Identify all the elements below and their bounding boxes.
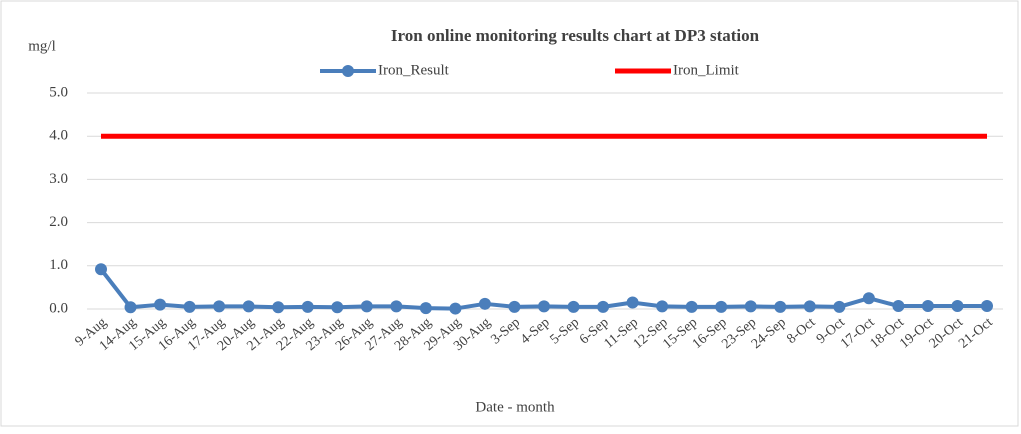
data-point <box>833 300 846 313</box>
data-point <box>478 297 491 310</box>
data-point <box>183 300 196 313</box>
data-point <box>360 300 373 313</box>
data-point <box>803 300 816 313</box>
y-tick-label: 3.0 <box>49 171 68 187</box>
data-point <box>538 300 550 313</box>
data-point <box>597 300 610 313</box>
data-point <box>390 300 403 313</box>
data-point <box>272 301 285 314</box>
data-point <box>154 298 167 311</box>
data-point <box>981 299 993 312</box>
data-point <box>449 302 462 315</box>
data-point <box>921 299 934 312</box>
x-axis-label: Date - month <box>475 399 555 415</box>
y-tick-label: 1.0 <box>49 257 68 273</box>
legend-marker <box>342 65 354 77</box>
data-point <box>95 263 107 276</box>
data-point <box>862 292 875 305</box>
data-point <box>744 300 757 313</box>
data-point <box>419 302 432 315</box>
data-point <box>892 299 905 312</box>
y-tick-label: 0.0 <box>49 300 68 316</box>
data-point <box>685 300 698 313</box>
data-point <box>301 300 314 313</box>
y-tick-label: 2.0 <box>49 214 68 230</box>
data-point <box>567 300 580 313</box>
data-point <box>508 300 521 313</box>
legend-label: Iron_Result <box>378 62 450 78</box>
y-axis-label: mg/l <box>28 38 56 54</box>
y-tick-label: 4.0 <box>49 128 68 144</box>
legend-label: Iron_Limit <box>673 62 740 78</box>
data-point <box>656 300 669 313</box>
data-point <box>715 300 728 313</box>
data-point <box>331 301 344 314</box>
data-point <box>124 301 137 314</box>
chart-title: Iron online monitoring results chart at … <box>391 26 760 45</box>
data-point <box>774 300 787 313</box>
data-point <box>951 299 964 312</box>
y-tick-label: 5.0 <box>49 84 68 100</box>
data-point <box>626 296 639 309</box>
data-point <box>242 300 255 313</box>
data-point <box>213 300 226 313</box>
